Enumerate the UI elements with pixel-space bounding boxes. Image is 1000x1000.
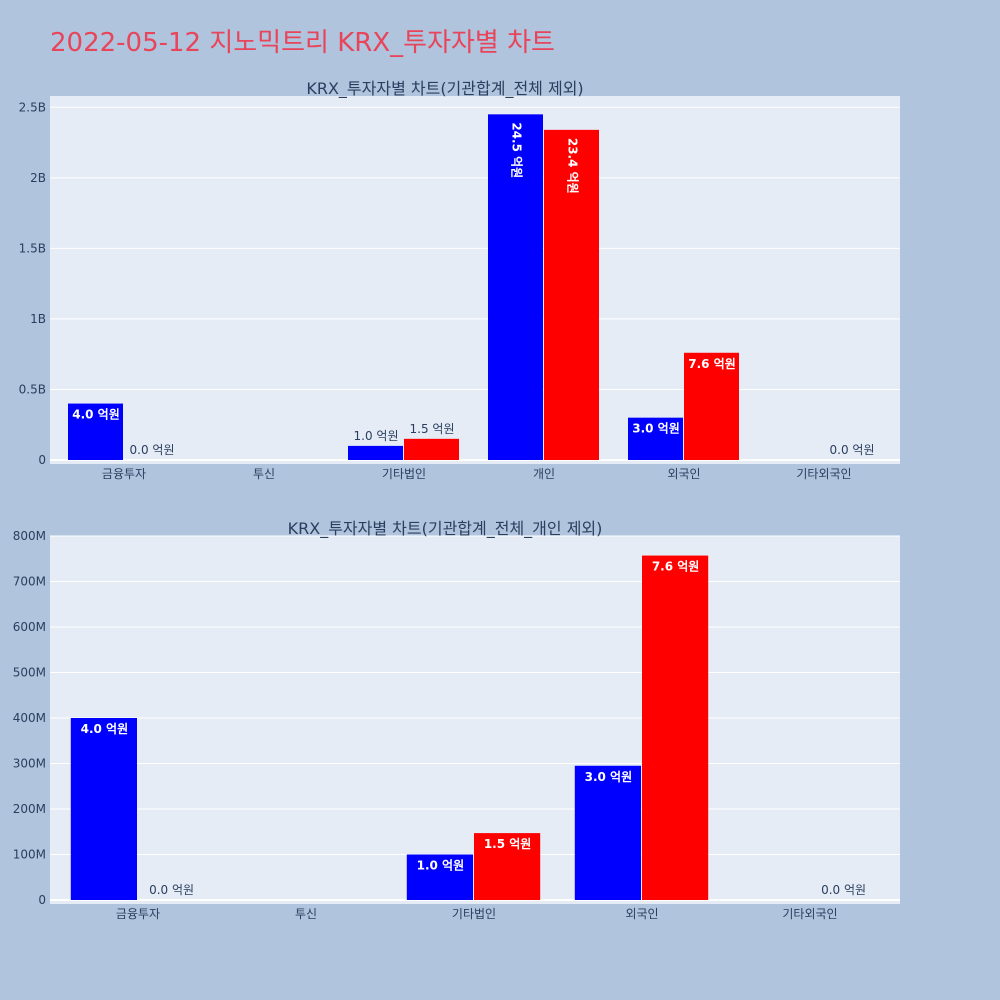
bar (544, 129, 599, 460)
x-tick-label: 기타외국인 (796, 467, 851, 481)
plot-area (50, 96, 900, 464)
bar (406, 854, 473, 900)
y-tick-label: 1B (30, 312, 46, 326)
data-label: 24.5 억원 (510, 122, 524, 178)
y-tick-label: 2.5B (19, 100, 46, 114)
data-label: 4.0 억원 (81, 722, 129, 736)
bar (574, 765, 641, 900)
bar (488, 114, 543, 460)
data-label: 1.5 억원 (410, 422, 455, 436)
y-tick-label: 100M (13, 848, 46, 862)
y-tick-label: 2B (30, 171, 46, 185)
bar (404, 438, 459, 460)
chart-top: 0 0.5B 1B 1.5B 2B 2.5B KRX_투자자별 차트(기관합계_전체 제외)… (19, 79, 900, 481)
x-tick-label: 외국인 (667, 467, 700, 481)
chart-bottom: 0 100M 200M 300M 400M 500M 600M 700M 800M KRX_투자자… (13, 519, 900, 921)
data-label: 7.6 억원 (688, 357, 736, 371)
bar (348, 445, 403, 460)
bar (68, 403, 123, 460)
x-tick-label: 금융투자 (116, 907, 160, 921)
bar (628, 417, 683, 460)
y-tick-label: 700M (13, 575, 46, 589)
data-label: 0.0 억원 (130, 443, 175, 457)
data-label: 3.0 억원 (585, 770, 633, 784)
chart-title: KRX_투자자별 차트(기관합계_전체_개인 제외) (288, 519, 603, 539)
bar (474, 833, 541, 900)
y-tick-label: 0 (38, 893, 46, 907)
bar (642, 555, 709, 900)
data-label: 1.0 억원 (417, 859, 465, 873)
data-label: 7.6 억원 (652, 560, 700, 574)
y-tick-label: 800M (13, 529, 46, 543)
x-tick-label: 개인 (533, 467, 555, 481)
data-label: 1.0 억원 (354, 429, 399, 443)
data-label: 0.0 억원 (830, 443, 875, 457)
x-tick-label: 기타외국인 (782, 907, 837, 921)
y-tick-label: 1.5B (19, 241, 46, 255)
y-tick-label: 500M (13, 666, 46, 680)
data-label: 3.0 억원 (632, 422, 680, 436)
bar (70, 718, 137, 900)
x-tick-label: 투신 (253, 467, 275, 481)
x-tick-label: 외국인 (625, 907, 658, 921)
data-label: 0.0 억원 (821, 883, 866, 897)
y-tick-label: 0.5B (19, 382, 46, 396)
y-tick-label: 0 (38, 453, 46, 467)
x-tick-label: 금융투자 (102, 467, 146, 481)
x-tick-label: 기타법인 (452, 907, 496, 921)
data-label: 0.0 억원 (149, 883, 194, 897)
x-tick-label: 기타법인 (382, 467, 426, 481)
data-label: 4.0 억원 (72, 408, 120, 422)
chart-title: KRX_투자자별 차트(기관합계_전체 제외) (306, 79, 583, 99)
data-label: 1.5 억원 (484, 837, 532, 851)
data-label: 23.4 억원 (566, 138, 580, 194)
y-tick-label: 400M (13, 711, 46, 725)
page-title: 2022-05-12 지노믹트리 KRX_투자자별 차트 (50, 28, 555, 58)
bar (684, 352, 739, 460)
y-tick-label: 600M (13, 620, 46, 634)
x-tick-label: 투신 (295, 907, 317, 921)
y-tick-label: 200M (13, 802, 46, 816)
y-tick-label: 300M (13, 757, 46, 771)
